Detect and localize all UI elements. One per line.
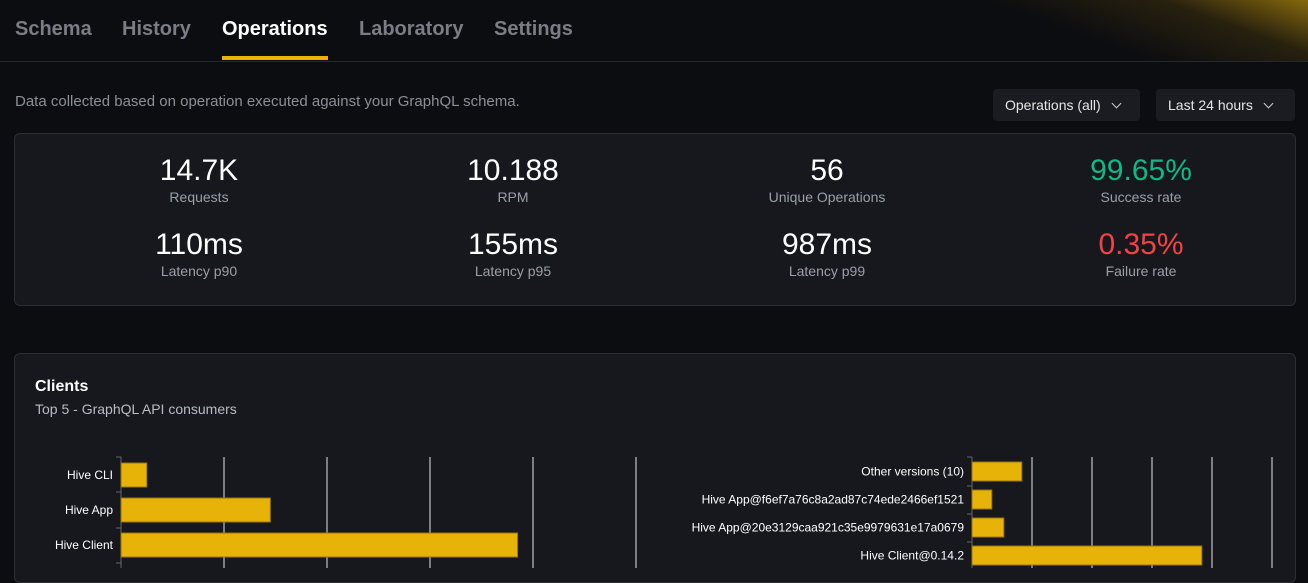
stat-label: Latency p95 <box>474 263 552 279</box>
stat-value: 10.188 <box>467 154 559 187</box>
stat-value: 110ms <box>155 228 243 261</box>
category-label: Hive Client@0.14.2 <box>860 549 964 563</box>
stat-label: Latency p90 <box>160 263 238 279</box>
stats-card: 14.7K Requests 10.188 RPM 56 Unique Operation… <box>14 133 1296 306</box>
stat-value: 14.7K <box>159 154 239 187</box>
clients-subtitle: Top 5 - GraphQL API consumers <box>35 401 237 417</box>
page-description: Data collected based on operation execut… <box>15 93 520 110</box>
stat-failure-rate: 0.35% Failure rate <box>984 228 1298 279</box>
clients-charts: Hive CLI Hive App Hive Client Other version… <box>55 456 1273 568</box>
stat-label: Requests <box>169 189 229 205</box>
tab-laboratory[interactable]: Laboratory <box>359 18 464 40</box>
bar[interactable] <box>120 462 148 488</box>
stat-latency-p95: 155ms Latency p95 <box>356 228 670 279</box>
stat-requests: 14.7K Requests <box>42 154 356 205</box>
stat-value: 987ms <box>781 228 873 261</box>
stat-success-rate: 99.65% Success rate <box>984 154 1298 205</box>
stat-value: 0.35% <box>1098 228 1184 261</box>
stat-label: Failure rate <box>1105 263 1177 279</box>
bar[interactable] <box>971 489 993 510</box>
tab-schema[interactable]: Schema <box>15 18 92 40</box>
category-label: Hive Client <box>55 538 114 552</box>
stat-label: Success rate <box>1100 189 1182 205</box>
tab-history[interactable]: History <box>122 18 191 40</box>
category-label: Hive CLI <box>67 468 113 482</box>
category-label: Other versions (10) <box>861 465 964 479</box>
stat-latency-p90: 110ms Latency p90 <box>42 228 356 279</box>
stat-value: 155ms <box>467 228 559 261</box>
stat-unique-operations: 56 Unique Operations <box>670 154 984 205</box>
period-filter-label: Last 24 hours <box>1168 97 1253 113</box>
stat-rpm: 10.188 RPM <box>356 154 670 205</box>
stat-value: 99.65% <box>1090 154 1192 187</box>
period-filter-dropdown[interactable]: Last 24 hours <box>1156 89 1295 121</box>
category-label: Hive App@20e3129caa921c35e9979631e17a067… <box>692 521 965 535</box>
operations-filter-label: Operations (all) <box>1005 97 1101 113</box>
stat-latency-p99: 987ms Latency p99 <box>670 228 984 279</box>
bar[interactable] <box>971 461 1023 482</box>
stat-label: RPM <box>497 189 529 205</box>
operations-filter-dropdown[interactable]: Operations (all) <box>993 89 1140 121</box>
bar[interactable] <box>120 532 519 558</box>
tab-operations[interactable]: Operations <box>222 18 328 60</box>
category-label: Hive App@f6ef7a76c8a2ad87c74ede2466ef152… <box>702 493 965 507</box>
stat-label: Unique Operations <box>768 189 886 205</box>
bar[interactable] <box>971 517 1005 538</box>
stat-value: 56 <box>810 154 844 187</box>
tab-settings[interactable]: Settings <box>494 18 573 40</box>
stat-label: Latency p99 <box>788 263 866 279</box>
category-label: Hive App <box>65 503 113 517</box>
top-nav: Schema History Operations Laboratory Set… <box>0 0 1308 62</box>
clients-title: Clients <box>35 378 89 395</box>
bar[interactable] <box>120 497 271 523</box>
bar[interactable] <box>971 545 1203 566</box>
